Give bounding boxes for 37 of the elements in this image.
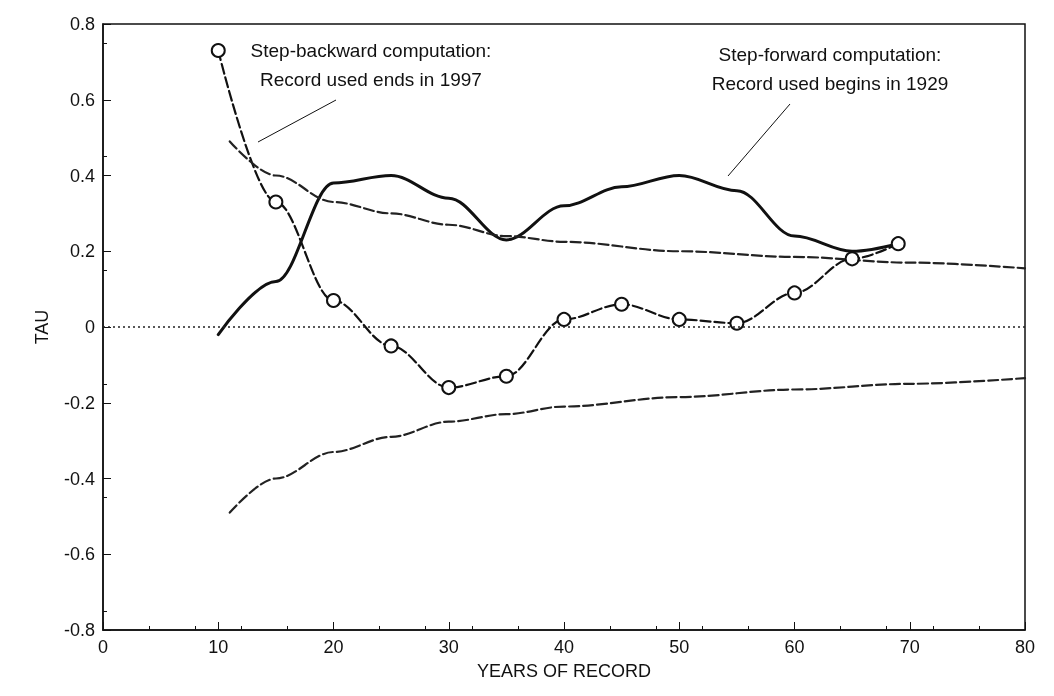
x-tick-label: 40	[553, 637, 575, 657]
y-axis-title: TAU	[32, 309, 52, 345]
annotation: Step-backward computation: Record used ends in 1997	[250, 39, 492, 92]
point	[210, 43, 226, 59]
x-tick-label: 80	[1014, 637, 1036, 657]
point	[787, 285, 802, 301]
y-tick-label: 0.6	[69, 89, 95, 110]
y-tick-label: 0.4	[69, 165, 95, 186]
point	[268, 194, 284, 210]
x-axis-title: YEARS OF RECORD	[476, 661, 652, 681]
point	[671, 311, 687, 327]
x-tick-label: 60	[784, 637, 805, 657]
point	[844, 251, 860, 267]
y-tick-label: -0.8	[63, 620, 95, 640]
y-tick-label: 0.2	[69, 241, 95, 262]
point	[614, 296, 630, 312]
y-tick-label: -0.2	[63, 392, 95, 413]
point	[441, 380, 457, 396]
point	[729, 315, 745, 331]
x-tick-label: 20	[323, 637, 344, 657]
point	[326, 292, 341, 308]
x-tick-label: 30	[438, 637, 459, 657]
annotation: Step-forward computation: Record used begins in 1929	[711, 43, 949, 96]
point	[890, 236, 906, 252]
point	[556, 311, 572, 327]
y-tick-label: 0	[84, 317, 95, 337]
line-series	[228, 377, 1027, 514]
x-tick-label: 50	[669, 637, 690, 657]
y-tick-label: 0.8	[69, 14, 95, 34]
point	[498, 368, 514, 384]
point	[383, 338, 399, 354]
x-tick-label: 0	[97, 637, 109, 657]
y-tick-label: -0.4	[63, 468, 95, 489]
y-tick-label: -0.6	[63, 544, 95, 565]
x-tick-label: 70	[899, 637, 920, 657]
line-series	[228, 140, 1027, 270]
x-tick-label: 10	[208, 637, 229, 657]
